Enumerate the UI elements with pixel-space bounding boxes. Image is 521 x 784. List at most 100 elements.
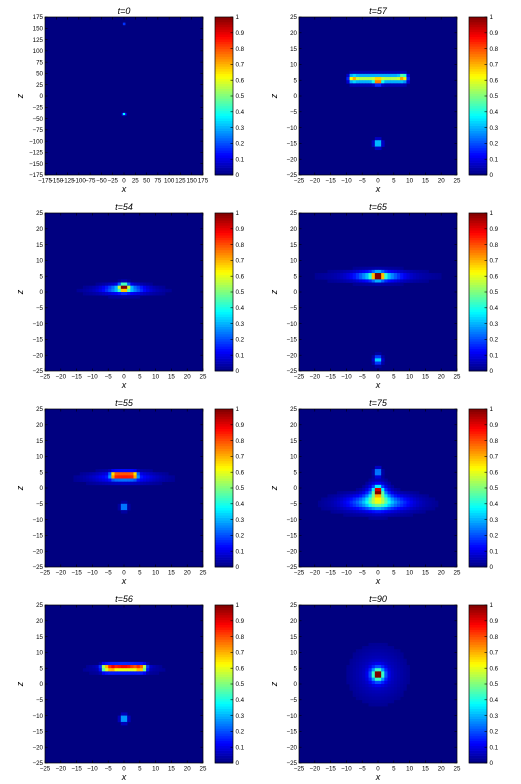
heatmap-cell	[374, 478, 379, 482]
colorbar-swatch	[215, 676, 233, 680]
heatmap-cell	[387, 80, 391, 84]
x-tick-label: 20	[438, 178, 445, 185]
heatmap-cell	[359, 494, 363, 498]
colorbar-swatch	[215, 250, 233, 253]
heatmap-cell	[105, 671, 109, 675]
heatmap-cell	[155, 668, 160, 672]
heatmap-cell	[378, 279, 382, 283]
colorbar-swatch	[215, 649, 233, 653]
heatmap-cell	[130, 661, 134, 666]
heatmap-cell	[381, 677, 385, 682]
colorbar-swatch	[469, 19, 487, 23]
colorbar-swatch	[215, 549, 233, 553]
colorbar-swatch	[469, 622, 487, 626]
colorbar-swatch	[215, 564, 233, 568]
heatmap-cell	[396, 668, 401, 672]
heatmap-cell	[349, 665, 354, 669]
heatmap-cell	[365, 674, 369, 678]
colorbar-swatch	[469, 502, 487, 506]
colorbar-swatch	[215, 698, 233, 702]
heatmap-cell	[425, 276, 429, 280]
heatmap-cell	[152, 285, 156, 290]
colorbar-swatch	[215, 681, 233, 685]
colorbar-swatch	[469, 646, 487, 650]
colorbar-swatch	[469, 301, 487, 305]
heatmap-cell	[368, 488, 372, 492]
heatmap-cell	[374, 73, 379, 78]
heatmap-cell	[365, 273, 369, 277]
heatmap-cell	[171, 475, 175, 479]
heatmap-cell	[393, 668, 398, 672]
heatmap-cell	[86, 478, 90, 482]
heatmap-cell	[89, 481, 93, 486]
colorbar-swatch	[215, 366, 233, 369]
heatmap-cell	[352, 687, 357, 691]
colorbar-swatch	[215, 748, 233, 751]
heatmap-cell	[384, 690, 388, 694]
x-tick-label: 15	[168, 570, 175, 577]
colorbar-swatch	[469, 666, 487, 670]
heatmap-cell	[149, 472, 153, 476]
y-tick-label: −25	[287, 760, 298, 767]
heatmap-cell	[124, 279, 128, 283]
colorbar-swatch	[215, 605, 233, 608]
y-tick-label: 15	[290, 634, 297, 641]
heatmap-cell	[371, 513, 376, 517]
heatmap-cell	[136, 478, 141, 482]
heatmap-cell	[384, 646, 388, 650]
colorbar-swatch	[215, 296, 233, 300]
heatmap-cell	[330, 273, 335, 277]
colorbar-swatch	[215, 500, 233, 504]
colorbar-swatch	[469, 245, 487, 248]
heatmap-cell	[381, 77, 385, 81]
heatmap-cell	[98, 282, 103, 286]
panel-title: t=54	[115, 202, 133, 212]
heatmap-cell	[381, 488, 385, 492]
heatmap-cell	[120, 661, 125, 666]
colorbar-swatch	[215, 49, 233, 52]
heatmap-cell	[352, 661, 357, 666]
heatmap-cell	[101, 472, 106, 476]
heatmap-cell	[120, 721, 125, 726]
heatmap-cell	[362, 276, 366, 280]
heatmap-cell	[149, 285, 153, 290]
heatmap-cell	[136, 668, 141, 672]
heatmap-cell	[387, 488, 391, 492]
heatmap-cell	[390, 658, 395, 663]
y-tick-label: 20	[36, 618, 43, 625]
heatmap-cell	[124, 481, 128, 486]
colorbar-tick-label: 0.9	[490, 618, 499, 625]
heatmap-cell	[387, 279, 391, 283]
heatmap-cell	[365, 497, 369, 501]
heatmap-cell	[384, 273, 388, 277]
heatmap-cell	[355, 513, 360, 517]
heatmap-cell	[438, 273, 442, 277]
heatmap-cell	[124, 23, 126, 26]
colorbar: 00.10.20.30.40.50.60.70.80.91	[468, 406, 499, 571]
heatmap-cell	[371, 649, 376, 653]
colorbar-swatch	[215, 68, 233, 72]
heatmap-cell	[95, 282, 100, 286]
colorbar-swatch	[469, 557, 487, 560]
heatmap-cell	[381, 491, 385, 495]
colorbar-swatch	[215, 711, 233, 714]
colorbar-tick-label: 0.7	[490, 650, 499, 657]
heatmap-cell	[374, 503, 379, 508]
heatmap-cell	[396, 77, 401, 81]
colorbar-swatch	[469, 418, 487, 422]
heatmap-cell	[355, 266, 360, 271]
heatmap-cell	[336, 494, 341, 498]
heatmap-cell	[368, 687, 372, 691]
panel-0: −175−150−125−100 −75 −50 −25 0 25 50 75 100 125 15…	[15, 6, 245, 194]
heatmap-cell	[120, 671, 125, 675]
heatmap-background	[299, 213, 457, 371]
colorbar-swatch	[469, 500, 487, 504]
colorbar-swatch	[215, 91, 233, 94]
heatmap-cell	[340, 276, 344, 280]
heatmap-cell	[124, 282, 128, 286]
colorbar-swatch	[469, 343, 487, 347]
colorbar-swatch	[215, 624, 233, 628]
x-tick-label: 0	[122, 178, 126, 185]
colorbar-swatch	[469, 416, 487, 420]
heatmap-cell	[393, 674, 398, 678]
